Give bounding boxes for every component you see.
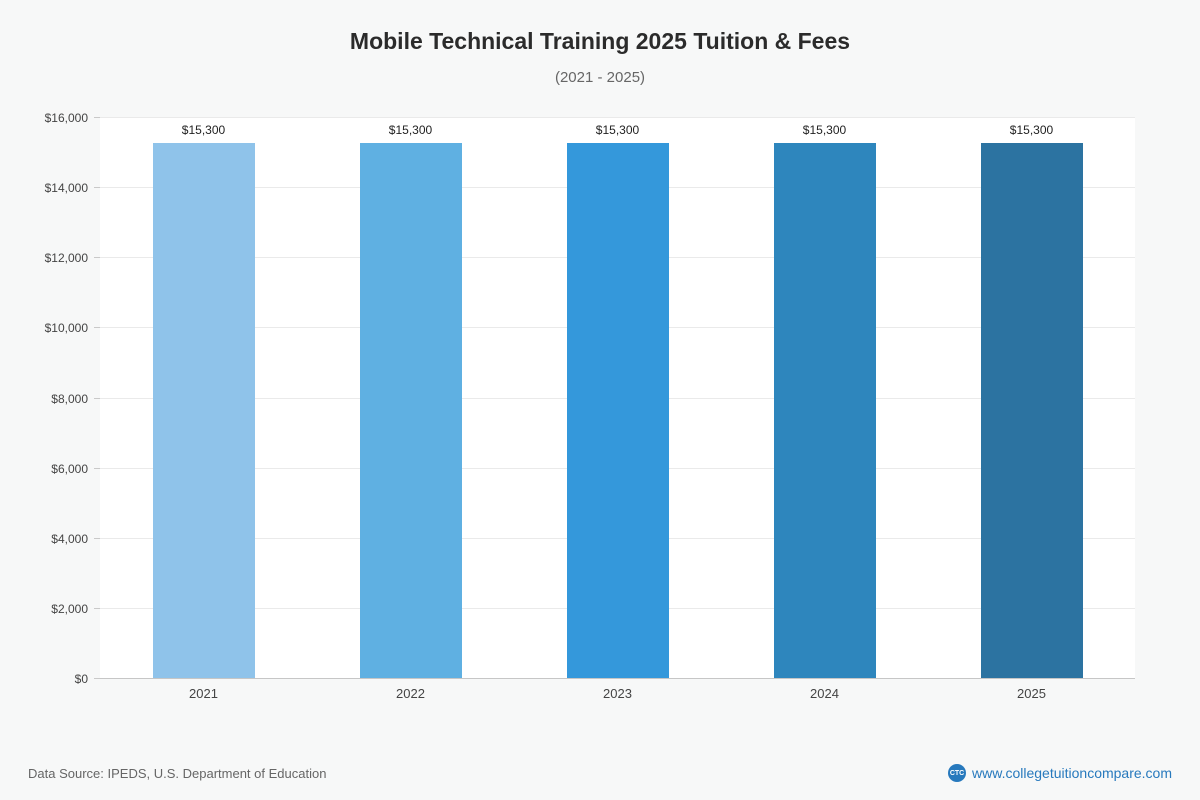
chart-subtitle: (2021 - 2025): [554, 69, 646, 86]
gridline: [100, 117, 1135, 118]
y-tick-mark: [94, 537, 100, 539]
y-tick-mark: [94, 257, 100, 259]
y-tick-label: $16,000: [44, 111, 88, 125]
x-axis-line: [100, 678, 1135, 679]
y-tick-mark: [94, 187, 100, 189]
bar-slot: $15,300: [514, 118, 721, 679]
y-tick-mark: [94, 327, 100, 329]
y-tick-mark: [94, 467, 100, 469]
bar-value-label: $15,300: [595, 122, 640, 137]
website-link-label: www.collegetuitioncompare.com: [972, 765, 1172, 781]
bar-2021: [152, 142, 255, 679]
y-axis: $0 $2,000 $4,000 $6,000 $8,000 $10,000 $12,000…: [0, 111, 100, 686]
x-tick-label: 2025: [1017, 686, 1046, 701]
bar-chart: $15,300 $15,300 $15,300 $15,300 $15,300: [100, 117, 1135, 679]
footer: Data Source: IPEDS, U.S. Department of E…: [0, 764, 1200, 782]
y-tick-label: $6,000: [51, 461, 88, 476]
x-tick-label: 2024: [810, 686, 839, 701]
bars-container: $15,300 $15,300 $15,300 $15,300 $15,300: [100, 118, 1135, 679]
plot-area: $15,300 $15,300 $15,300 $15,300 $15,300: [100, 117, 1135, 679]
bar-value-label: $15,300: [388, 122, 433, 137]
y-tick-label: $12,000: [44, 251, 88, 266]
x-tick-label: 2023: [603, 686, 632, 701]
y-tick-mark: [94, 678, 100, 679]
bar-value-label: $15,300: [802, 122, 847, 137]
bar-slot: $15,300: [928, 118, 1135, 679]
x-tick-label: 2021: [189, 686, 218, 701]
y-tick-mark: [94, 117, 100, 118]
x-axis: 2021 2022 2023 2024 2025: [100, 686, 1135, 701]
bar-2025: [980, 142, 1083, 679]
bar-2023: [566, 142, 669, 679]
y-tick-label: $10,000: [44, 321, 88, 336]
bar-slot: $15,300: [307, 118, 514, 679]
data-source-text: Data Source: IPEDS, U.S. Department of E…: [28, 765, 327, 781]
bar-slot: $15,300: [721, 118, 928, 679]
ctc-logo-icon: CTC: [948, 764, 967, 782]
y-tick-label: $8,000: [51, 391, 88, 406]
website-link[interactable]: CTC www.collegetuitioncompare.com: [948, 764, 1172, 782]
y-tick-label: $4,000: [51, 531, 88, 546]
y-tick-label: $0: [74, 672, 88, 686]
bar-slot: $15,300: [100, 118, 307, 679]
y-tick-mark: [94, 607, 100, 609]
y-tick-label: $14,000: [44, 181, 88, 196]
x-tick-label: 2022: [396, 686, 425, 701]
bar-value-label: $15,300: [1009, 122, 1054, 137]
bar-2022: [359, 142, 462, 679]
bar-value-label: $15,300: [181, 122, 226, 137]
y-tick-label: $2,000: [51, 601, 88, 616]
chart-title: Mobile Technical Training 2025 Tuition &…: [349, 28, 851, 54]
y-tick-mark: [94, 397, 100, 399]
bar-2024: [773, 142, 876, 679]
